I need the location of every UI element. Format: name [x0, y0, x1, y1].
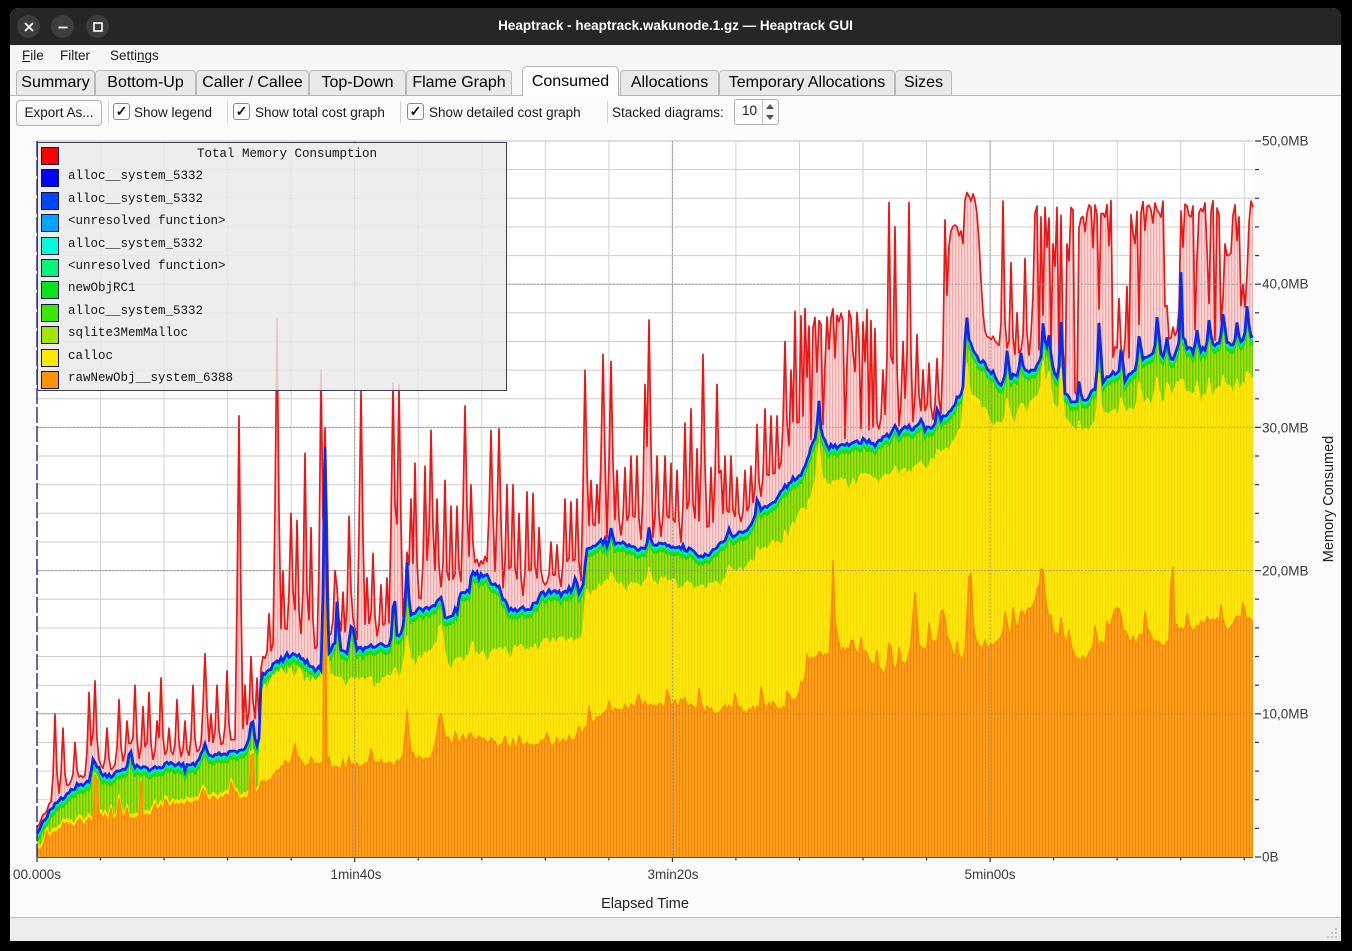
svg-text:Elapsed Time: Elapsed Time: [601, 896, 689, 912]
svg-text:30,0MB: 30,0MB: [1262, 421, 1309, 436]
svg-text:50,0MB: 50,0MB: [1262, 135, 1309, 149]
svg-text:0B: 0B: [1262, 850, 1279, 865]
svg-text:00.000s: 00.000s: [13, 867, 61, 882]
svg-text:40,0MB: 40,0MB: [1262, 277, 1309, 292]
svg-text:10,0MB: 10,0MB: [1262, 707, 1309, 722]
svg-text:Memory Consumed: Memory Consumed: [1321, 436, 1337, 563]
svg-text:3min20s: 3min20s: [647, 867, 698, 882]
svg-text:20,0MB: 20,0MB: [1262, 564, 1309, 579]
svg-text:1min40s: 1min40s: [330, 867, 381, 882]
svg-text:5min00s: 5min00s: [964, 867, 1015, 882]
